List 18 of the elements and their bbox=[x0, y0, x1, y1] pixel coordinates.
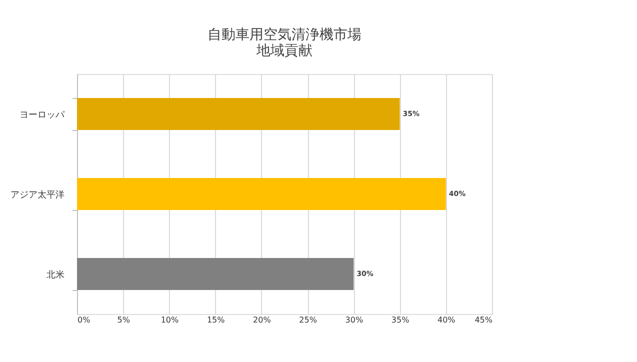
text: 地域貢献 bbox=[256, 43, 312, 59]
x-tick-label: 20% bbox=[253, 316, 272, 324]
bar bbox=[77, 98, 400, 130]
bar bbox=[77, 178, 446, 210]
text: 自動車用空気清浄機市場 bbox=[208, 27, 362, 43]
y-tick-label: アジア太平洋 bbox=[10, 190, 64, 200]
x-tick-label: 30% bbox=[345, 316, 364, 324]
x-tick-label: 35% bbox=[391, 316, 410, 324]
x-tick-label: 25% bbox=[299, 316, 318, 324]
x-tick-label: 0% bbox=[78, 316, 91, 324]
x-tick-label: 5% bbox=[117, 316, 130, 324]
y-tick-label: ヨーロッパ bbox=[20, 110, 66, 120]
x-tick-label: 10% bbox=[160, 316, 180, 324]
x-tick-label: 45% bbox=[474, 316, 493, 324]
bar bbox=[77, 258, 354, 290]
x-tick-label: 40% bbox=[438, 316, 456, 324]
x-tick-label: 15% bbox=[206, 316, 226, 324]
y-tick-label: 北米 bbox=[46, 270, 64, 280]
